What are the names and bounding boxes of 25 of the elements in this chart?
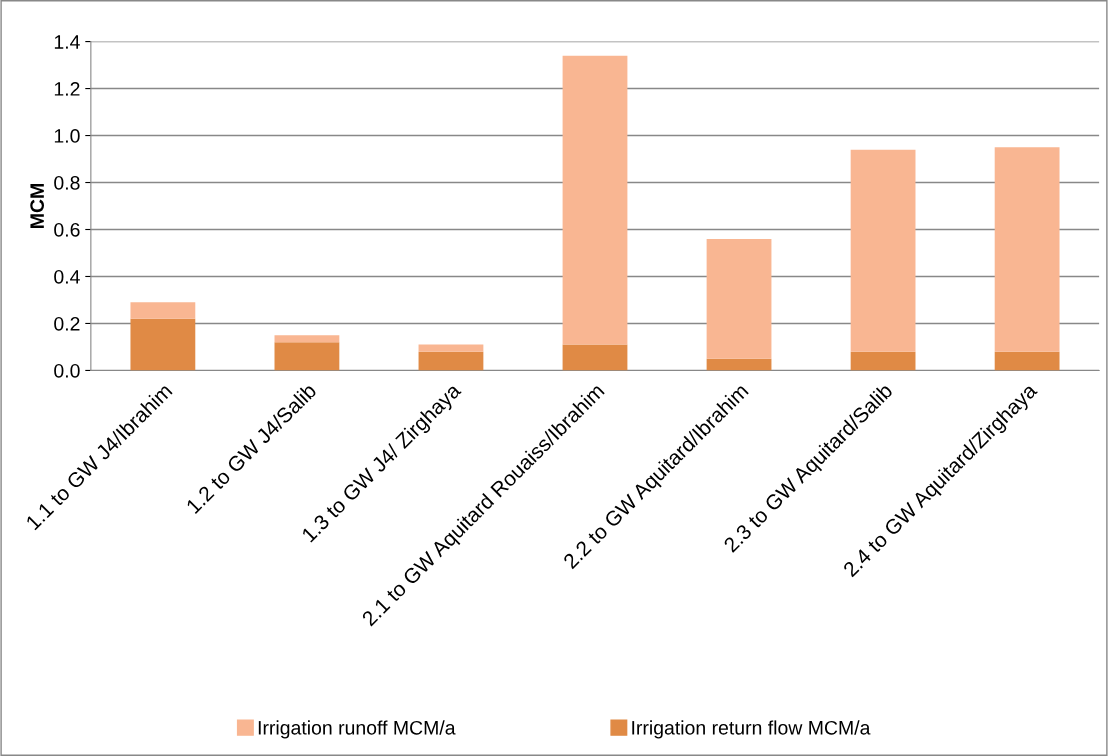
legend-label: Irrigation return flow MCM/a [632, 720, 871, 739]
y-tick-label: 0.8 [54, 175, 80, 190]
bar [274, 335, 340, 343]
bar [850, 149, 916, 352]
bar [130, 302, 196, 319]
y-tick-label: 1.4 [54, 35, 80, 49]
y-axis-title: MCM [30, 184, 45, 228]
bar [994, 147, 1060, 352]
y-tick-label: 0.6 [54, 222, 80, 237]
bar [562, 344, 628, 371]
y-tick-label: 1.2 [54, 82, 80, 96]
bar [706, 238, 772, 359]
bar [994, 351, 1060, 371]
bar [706, 358, 772, 371]
y-tick-label: 1.0 [54, 129, 80, 143]
y-tick-label: 0.4 [54, 269, 80, 284]
bar [130, 318, 196, 371]
y-tick-label: 0.2 [54, 316, 80, 331]
legend-label: Irrigation runoff MCM/a [258, 720, 456, 739]
y-tick-label: 0.0 [54, 363, 80, 378]
bar [850, 351, 916, 371]
bar [274, 342, 340, 371]
bar [418, 351, 484, 371]
bar [418, 344, 484, 352]
bar [562, 55, 628, 345]
